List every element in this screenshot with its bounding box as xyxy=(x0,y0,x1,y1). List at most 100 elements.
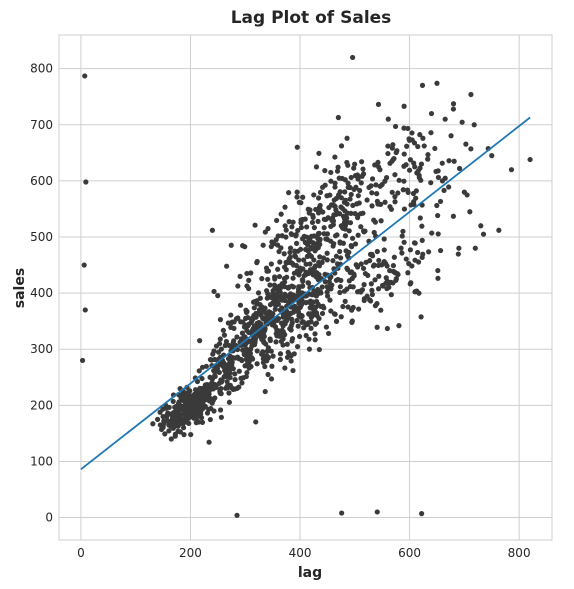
data-point xyxy=(407,247,413,253)
data-point xyxy=(211,368,217,374)
data-point xyxy=(322,271,328,278)
data-point xyxy=(333,277,339,283)
data-point xyxy=(193,415,199,421)
data-point xyxy=(353,184,359,190)
data-point xyxy=(319,284,325,290)
data-point xyxy=(270,288,276,294)
grid xyxy=(59,35,552,540)
data-point xyxy=(282,204,288,210)
data-point xyxy=(435,174,442,181)
data-point xyxy=(395,190,401,196)
data-point xyxy=(372,219,378,225)
data-point xyxy=(367,258,373,264)
data-point xyxy=(301,272,307,279)
data-point xyxy=(396,323,402,329)
data-point xyxy=(217,317,224,323)
data-point xyxy=(310,265,317,272)
data-point xyxy=(415,168,421,174)
data-point xyxy=(206,388,213,394)
data-point xyxy=(315,218,321,224)
data-point xyxy=(316,204,323,210)
data-point xyxy=(381,247,387,253)
data-point xyxy=(403,256,409,262)
data-point xyxy=(338,143,345,149)
data-point xyxy=(372,277,378,283)
data-point xyxy=(372,303,379,309)
data-point xyxy=(257,295,263,301)
data-point xyxy=(358,224,364,230)
data-point xyxy=(344,135,350,141)
data-point xyxy=(295,323,301,329)
x-axis-label: lag xyxy=(298,565,322,581)
data-point xyxy=(388,279,394,285)
data-point xyxy=(374,191,380,197)
data-point xyxy=(303,332,309,339)
data-point xyxy=(316,150,322,156)
data-point xyxy=(175,428,181,434)
data-point xyxy=(252,335,259,342)
data-point xyxy=(182,392,189,398)
data-point xyxy=(336,192,342,198)
data-point xyxy=(263,310,269,316)
data-point xyxy=(265,345,271,351)
data-point xyxy=(311,288,317,294)
data-point xyxy=(406,167,413,173)
data-point xyxy=(244,270,250,277)
data-point xyxy=(358,211,364,217)
data-point xyxy=(433,168,439,175)
data-point xyxy=(226,390,232,396)
data-point xyxy=(312,321,318,327)
data-point xyxy=(79,357,86,364)
data-point xyxy=(412,240,418,246)
data-point xyxy=(401,103,407,109)
data-point xyxy=(289,316,295,322)
data-point xyxy=(369,287,375,293)
data-point xyxy=(448,133,454,139)
data-point xyxy=(235,283,241,289)
data-point xyxy=(282,311,288,317)
data-point xyxy=(282,291,288,297)
data-point xyxy=(172,433,178,439)
data-point xyxy=(338,255,344,261)
data-point xyxy=(471,122,477,128)
data-point xyxy=(268,261,274,267)
data-point xyxy=(349,235,356,241)
data-point xyxy=(217,390,223,396)
data-point xyxy=(311,312,317,318)
data-point xyxy=(435,275,441,281)
data-point xyxy=(356,306,362,312)
data-point xyxy=(381,236,387,242)
data-point xyxy=(333,253,340,259)
data-point xyxy=(432,145,438,152)
data-point xyxy=(394,148,400,154)
data-point xyxy=(262,388,268,395)
y-axis-label: sales xyxy=(12,268,28,308)
data-point xyxy=(225,356,232,362)
data-point xyxy=(464,192,470,198)
data-point xyxy=(249,356,256,362)
data-point xyxy=(401,206,408,212)
x-tick-label: 0 xyxy=(77,546,85,560)
data-point xyxy=(378,218,384,224)
data-point xyxy=(274,330,280,336)
data-point xyxy=(185,404,192,410)
data-point xyxy=(289,338,295,344)
data-point xyxy=(322,167,328,174)
data-point xyxy=(385,150,391,157)
data-point xyxy=(324,293,331,299)
data-point xyxy=(249,315,255,321)
data-point xyxy=(389,145,395,151)
data-point xyxy=(277,356,283,363)
data-point xyxy=(217,336,223,342)
data-point xyxy=(265,371,271,378)
data-point xyxy=(207,416,213,423)
data-point xyxy=(341,288,348,294)
data-point xyxy=(274,292,280,298)
data-point xyxy=(355,175,361,181)
data-point xyxy=(264,295,270,301)
data-point xyxy=(240,243,246,249)
data-point xyxy=(395,271,401,278)
data-point xyxy=(324,257,330,263)
data-point xyxy=(435,231,441,237)
data-point xyxy=(389,189,395,195)
